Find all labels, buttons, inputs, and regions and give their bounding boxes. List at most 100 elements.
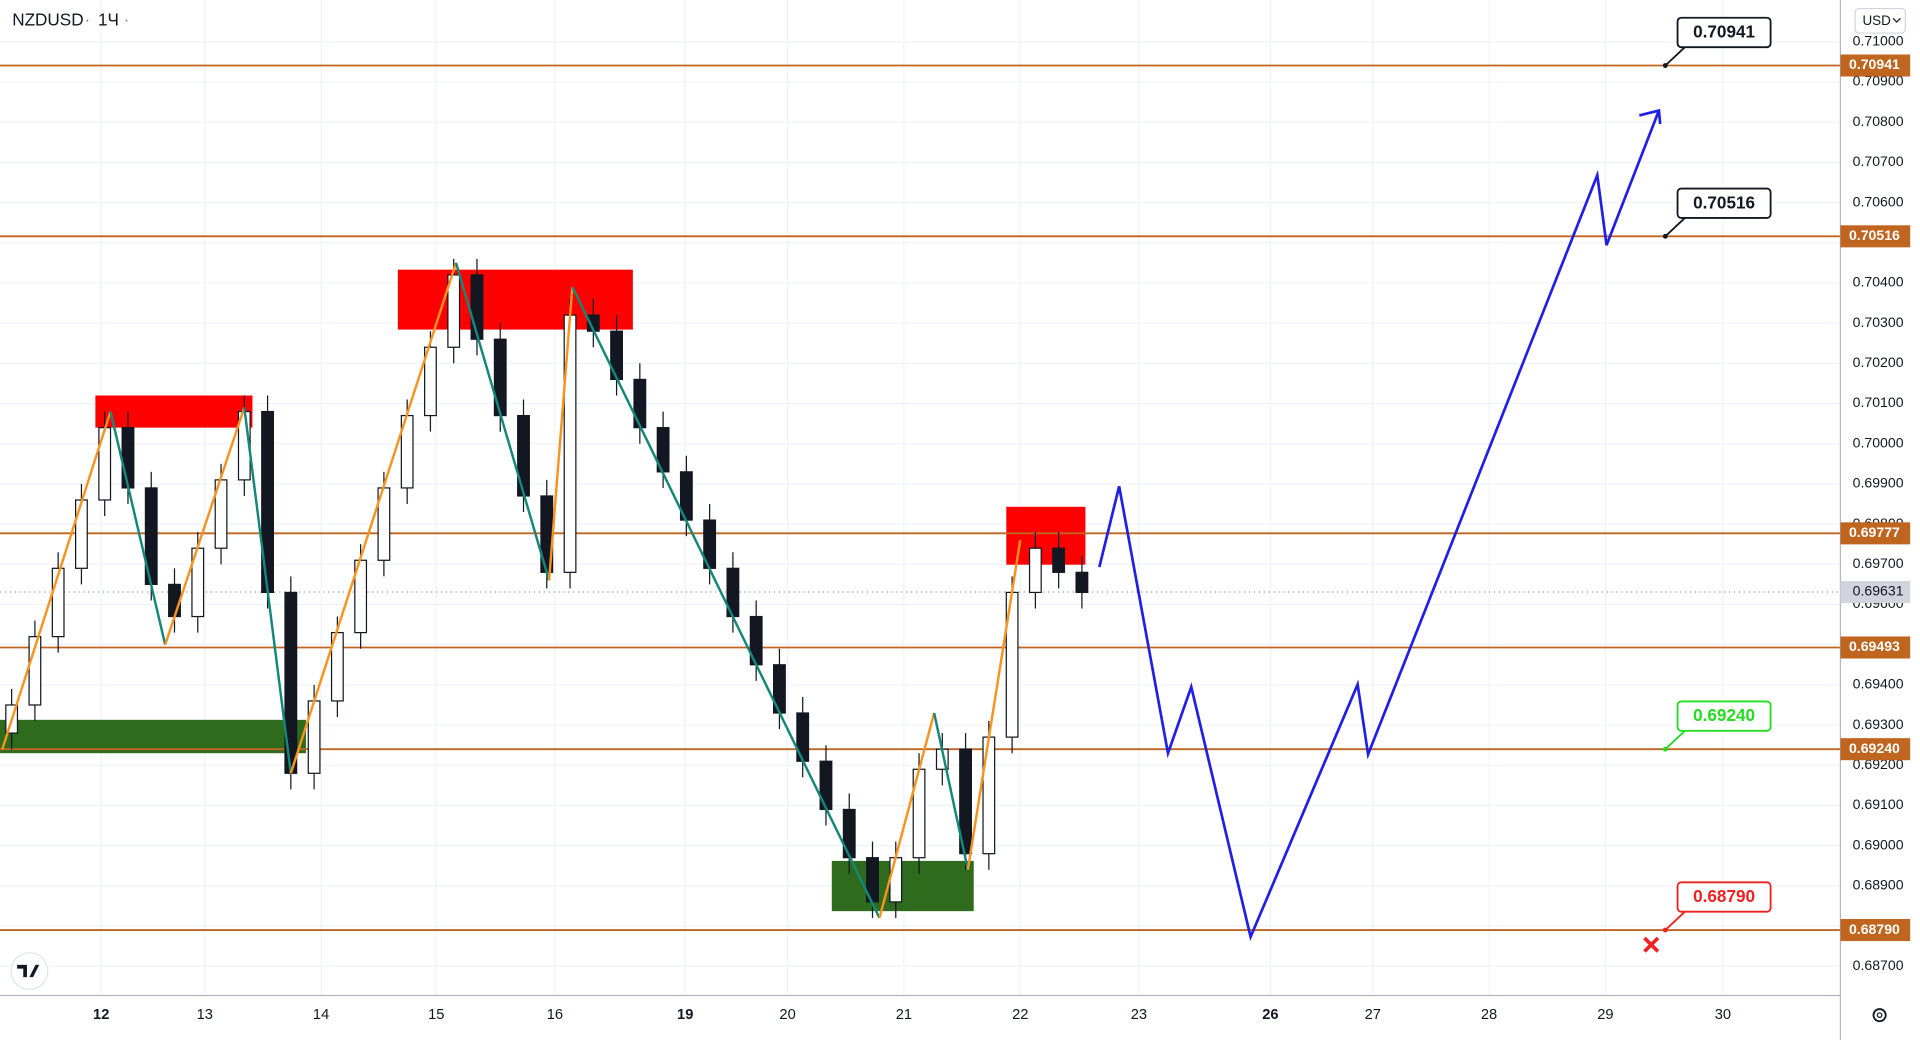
y-tick-label: 0.69700 — [1853, 555, 1904, 571]
level-axis-label: 0.69493 — [1849, 638, 1900, 654]
x-tick-label: 16 — [547, 1007, 563, 1023]
zigzag-leg — [966, 539, 1022, 870]
y-tick-label: 0.70100 — [1853, 394, 1904, 410]
symbol: NZDUSD — [12, 9, 83, 29]
zigzag-leg — [454, 262, 551, 581]
projection-arrowhead — [1639, 108, 1662, 125]
level-axis-label: 0.69240 — [1849, 740, 1900, 756]
interval: 1Ч — [98, 9, 119, 29]
zigzag-leg — [289, 262, 458, 774]
callout-label: 0.70516 — [1693, 192, 1755, 212]
candle-body — [424, 346, 437, 417]
separator: · — [84, 9, 90, 29]
settings-icon[interactable] — [1872, 1008, 1887, 1023]
level-axis-box — [1840, 919, 1911, 942]
zigzag-leg — [878, 712, 936, 919]
projection-line — [1098, 110, 1661, 942]
logo[interactable] — [10, 952, 49, 991]
candle-body — [842, 808, 856, 859]
x-tick-label: 14 — [313, 1007, 329, 1023]
candle-body — [889, 857, 903, 903]
currency-button[interactable] — [1854, 7, 1906, 34]
current-price-label: 0.69631 — [1853, 583, 1904, 599]
candle-body — [633, 378, 647, 429]
level-axis-box — [1840, 522, 1911, 545]
axes: 0.71000 0.70900 0.70800 0.70700 0.70600 0.705… — [93, 33, 1911, 1023]
callout-label: 0.69240 — [1693, 705, 1755, 725]
x-tick-label: 23 — [1131, 1007, 1147, 1023]
plot: 0.70941 0.70516 0.69240 0.68790 — [0, 16, 1841, 942]
candle-body — [75, 499, 88, 569]
callout-label: 0.70941 — [1693, 22, 1755, 42]
y-tick-label: 0.69900 — [1853, 475, 1904, 491]
currency: USD — [1862, 13, 1891, 28]
y-tick-label: 0.70700 — [1853, 153, 1904, 169]
zigzag-leg — [547, 286, 574, 581]
level-axis-label: 0.70516 — [1849, 227, 1900, 243]
y-tick-label: 0.70300 — [1853, 314, 1904, 330]
candle-body — [1028, 547, 1042, 594]
logo-mark — [17, 964, 40, 978]
zigzag-leg — [932, 712, 970, 871]
callout-pointer — [1664, 910, 1686, 931]
callout-pointer — [1664, 730, 1686, 750]
x-tick-label: 20 — [779, 1007, 795, 1023]
callout-box — [1676, 187, 1772, 219]
level-axis-box — [1840, 54, 1911, 77]
zigzag-leg — [1, 411, 112, 750]
y-tick-label: 0.70000 — [1853, 434, 1904, 450]
y-tick-label: 0.69300 — [1853, 716, 1904, 732]
level-axis-label: 0.70941 — [1849, 56, 1900, 72]
x-tick-label: 27 — [1365, 1007, 1381, 1023]
zigzag-leg — [164, 407, 246, 646]
x-tick-label: 26 — [1262, 1007, 1278, 1023]
zigzag-leg — [243, 407, 293, 774]
candle-body — [121, 427, 135, 489]
y-tick-label: 0.69000 — [1853, 836, 1904, 852]
candle-body — [447, 274, 461, 348]
x-tick-label: 29 — [1597, 1007, 1613, 1023]
separator: · — [124, 9, 130, 29]
callout-label: 0.68790 — [1693, 886, 1755, 906]
x-tick-label: 28 — [1481, 1007, 1497, 1023]
candle-body — [1052, 547, 1066, 573]
candle-body — [1075, 571, 1089, 594]
callout-pointer — [1664, 46, 1686, 67]
y-tick-label: 0.71000 — [1853, 33, 1904, 49]
x-tick-label: 21 — [896, 1007, 912, 1023]
x-tick-label: 22 — [1012, 1007, 1028, 1023]
x-tick-label: 13 — [197, 1007, 213, 1023]
callout-box — [1676, 700, 1772, 732]
level-axis-box — [1840, 225, 1911, 248]
y-tick-label: 0.70900 — [1853, 73, 1904, 89]
level-axis-box — [1840, 636, 1911, 659]
stop-mark — [1643, 936, 1660, 953]
callout-pointer — [1664, 217, 1686, 237]
candle-body — [470, 274, 484, 340]
x-tick-label: 19 — [677, 1007, 693, 1023]
dropdown-icon — [1892, 17, 1901, 23]
y-tick-label: 0.70200 — [1853, 354, 1904, 370]
candle-body — [51, 567, 65, 638]
level-axis-box — [1840, 738, 1911, 761]
zigzag-leg — [109, 411, 167, 645]
candle-body — [982, 736, 996, 855]
y-tick-label: 0.70600 — [1853, 193, 1904, 209]
zone — [831, 860, 974, 912]
y-tick-label: 0.70400 — [1853, 274, 1904, 290]
zone — [1006, 506, 1086, 565]
candle-body — [517, 414, 530, 497]
y-tick-label: 0.68900 — [1853, 877, 1904, 893]
x-tick-label: 12 — [93, 1007, 109, 1023]
zigzag-leg — [571, 286, 881, 919]
zone — [95, 395, 253, 428]
x-tick-label: 30 — [1715, 1007, 1731, 1023]
y-tick-label: 0.68700 — [1853, 957, 1904, 973]
y-tick-label: 0.69100 — [1853, 796, 1904, 812]
candle-body — [168, 583, 181, 618]
level-axis-label: 0.69777 — [1849, 524, 1900, 540]
level-axis-label: 0.68790 — [1849, 921, 1900, 937]
current-price-box — [1840, 581, 1911, 604]
